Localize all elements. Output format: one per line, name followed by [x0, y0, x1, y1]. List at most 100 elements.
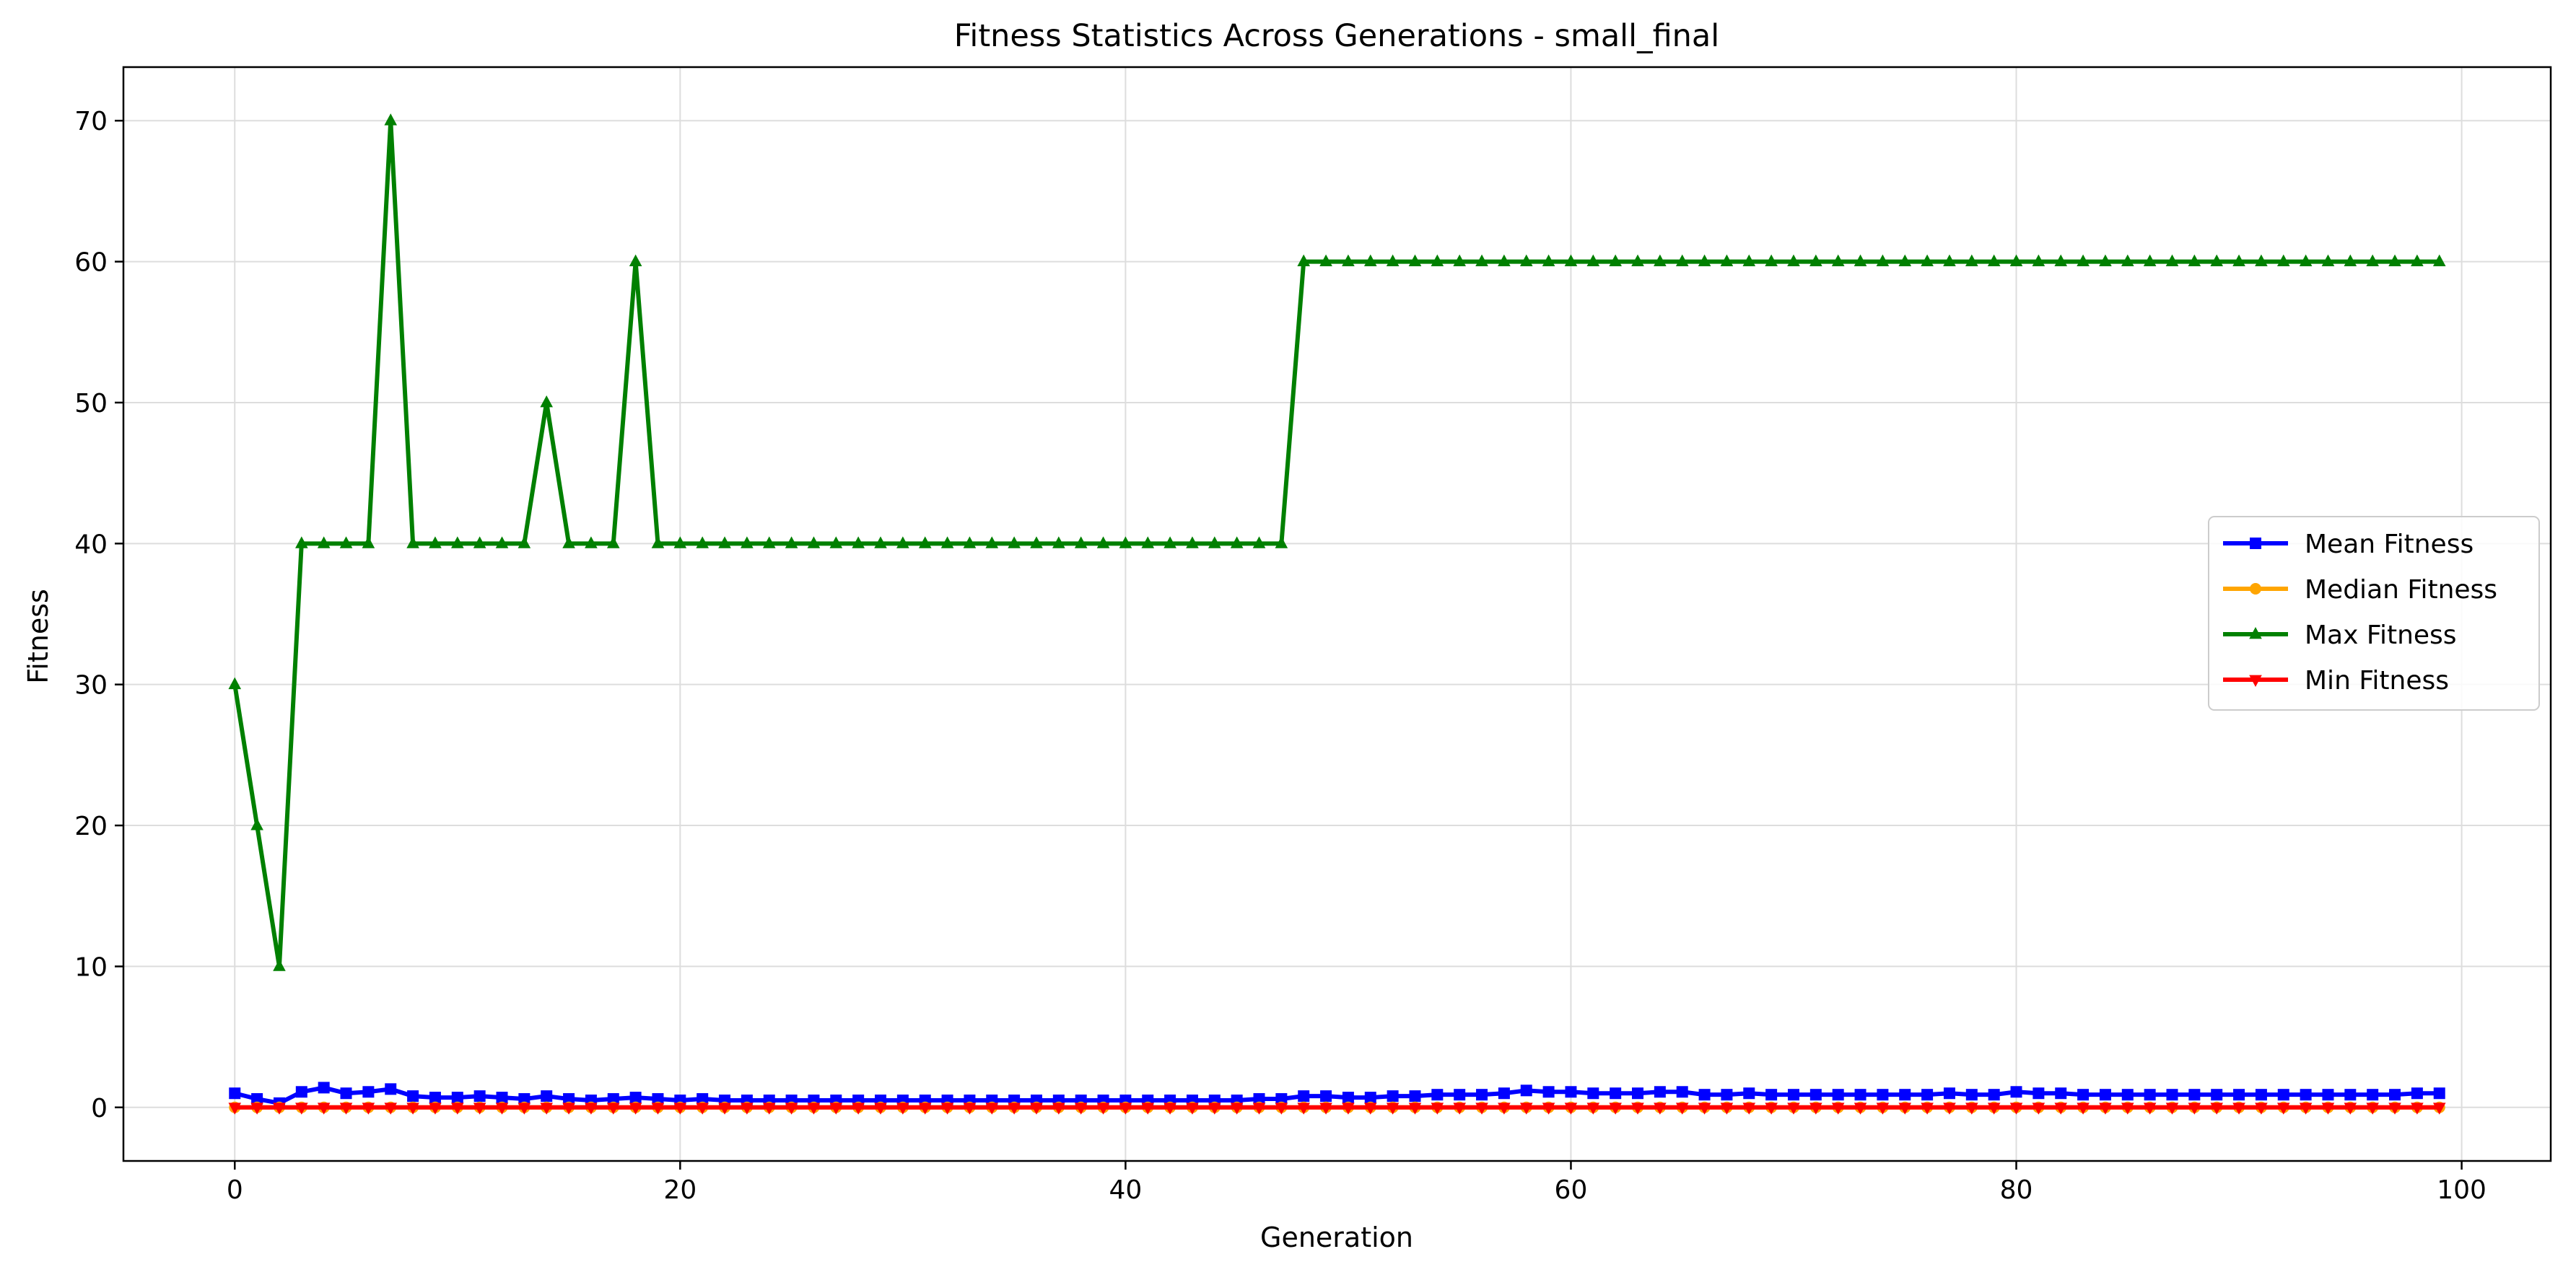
max-fitness-point: [2210, 254, 2224, 266]
mean-fitness-point: [1832, 1089, 1844, 1101]
min-fitness-point: [829, 1103, 843, 1115]
x-tick-label: 60: [1555, 1175, 1588, 1205]
max-fitness-point: [473, 536, 486, 548]
mean-fitness-point: [1431, 1089, 1444, 1101]
max-fitness-point: [2143, 254, 2157, 266]
max-fitness-point: [295, 536, 308, 548]
min-fitness-point: [1787, 1103, 1800, 1115]
mean-fitness-point: [1743, 1087, 1755, 1100]
max-fitness-point: [1230, 536, 1244, 548]
max-fitness-point: [2432, 254, 2446, 266]
mean-fitness-point: [629, 1092, 642, 1104]
max-fitness-point: [852, 536, 865, 548]
mean-fitness-point: [1476, 1089, 1488, 1101]
max-fitness-point: [696, 536, 709, 548]
min-fitness-point: [651, 1103, 665, 1115]
max-fitness-point: [1297, 254, 1311, 266]
mean-fitness-point: [2367, 1089, 2379, 1101]
mean-fitness-point: [229, 1087, 241, 1100]
max-fitness-point: [2099, 254, 2112, 266]
max-fitness-point: [762, 536, 776, 548]
mean-fitness-point: [1721, 1089, 1733, 1101]
min-fitness-point: [1275, 1103, 1288, 1115]
max-fitness-point: [518, 536, 531, 548]
min-fitness-point: [852, 1103, 865, 1115]
mean-fitness-point: [451, 1092, 463, 1104]
mean-fitness-point: [318, 1082, 330, 1094]
max-fitness-point: [1898, 254, 1912, 266]
max-fitness-point: [1475, 254, 1488, 266]
min-fitness-point: [918, 1103, 932, 1115]
max-fitness-point: [450, 536, 464, 548]
max-fitness-point: [1965, 254, 1978, 266]
mean-fitness-point: [2344, 1089, 2357, 1101]
min-fitness-point: [473, 1103, 486, 1115]
min-fitness-point: [2232, 1103, 2245, 1115]
min-fitness-point: [362, 1103, 375, 1115]
max-fitness-point: [1720, 254, 1734, 266]
min-fitness-point: [1386, 1103, 1400, 1115]
min-fitness-point: [2432, 1103, 2446, 1115]
mean-fitness-point: [2010, 1086, 2022, 1098]
y-tick-label: 60: [74, 248, 108, 278]
max-fitness-point: [1831, 254, 1845, 266]
max-fitness-point: [651, 536, 665, 548]
y-tick-label: 0: [91, 1094, 108, 1123]
min-fitness-point: [562, 1103, 575, 1115]
min-fitness-point: [518, 1103, 531, 1115]
mean-fitness-point: [1988, 1089, 2000, 1101]
x-axis-label: Generation: [1260, 1222, 1413, 1253]
max-fitness-point: [1096, 536, 1110, 548]
max-fitness-point: [874, 536, 887, 548]
min-fitness-point: [1052, 1103, 1065, 1115]
min-fitness-point: [940, 1103, 954, 1115]
min-fitness-point: [2054, 1103, 2068, 1115]
max-fitness-point: [339, 536, 353, 548]
min-fitness-point: [807, 1103, 821, 1115]
min-fitness-point: [1252, 1103, 1266, 1115]
max-fitness-point: [1586, 254, 1600, 266]
legend-swatch-marker: [2250, 583, 2261, 595]
mean-fitness-point: [496, 1092, 508, 1104]
max-fitness-point: [1987, 254, 2001, 266]
min-fitness-point: [2032, 1103, 2045, 1115]
max-fitness-point: [1074, 536, 1088, 548]
min-fitness-point: [1564, 1103, 1578, 1115]
min-fitness-point: [1297, 1103, 1311, 1115]
min-fitness-point: [2411, 1103, 2424, 1115]
legend-box: [2208, 516, 2540, 711]
min-fitness-point: [339, 1103, 353, 1115]
min-fitness-point: [1987, 1103, 2001, 1115]
min-fitness-point: [273, 1103, 286, 1115]
min-fitness-point: [1675, 1103, 1689, 1115]
legend: Mean Fitness Median Fitness Max Fitness Min…: [2208, 516, 2540, 711]
x-tick-label: 80: [2000, 1175, 2033, 1205]
max-fitness-point: [918, 536, 932, 548]
max-fitness-series: [228, 113, 2446, 971]
max-fitness-point: [495, 536, 509, 548]
min-fitness-point: [429, 1103, 442, 1115]
max-fitness-point: [1943, 254, 1956, 266]
min-fitness-point: [1475, 1103, 1488, 1115]
mean-fitness-point: [697, 1093, 709, 1105]
max-fitness-point: [1675, 254, 1689, 266]
max-fitness-point: [2077, 254, 2090, 266]
min-fitness-point: [2210, 1103, 2224, 1115]
min-fitness-point: [1742, 1103, 1756, 1115]
min-fitness-point: [1096, 1103, 1110, 1115]
max-fitness-point: [250, 818, 263, 830]
min-fitness-point: [2299, 1103, 2313, 1115]
mean-fitness-point: [2233, 1089, 2245, 1101]
min-fitness-point: [1921, 1103, 1934, 1115]
mean-fitness-point: [2077, 1089, 2090, 1101]
max-fitness-point: [2232, 254, 2245, 266]
max-fitness-point: [2388, 254, 2401, 266]
min-fitness-point: [1431, 1103, 1444, 1115]
max-fitness-point: [2255, 254, 2268, 266]
max-fitness-point: [1698, 254, 1711, 266]
mean-fitness-point: [251, 1093, 263, 1105]
mean-fitness-point: [2121, 1089, 2134, 1101]
x-tick-label: 0: [227, 1175, 243, 1205]
